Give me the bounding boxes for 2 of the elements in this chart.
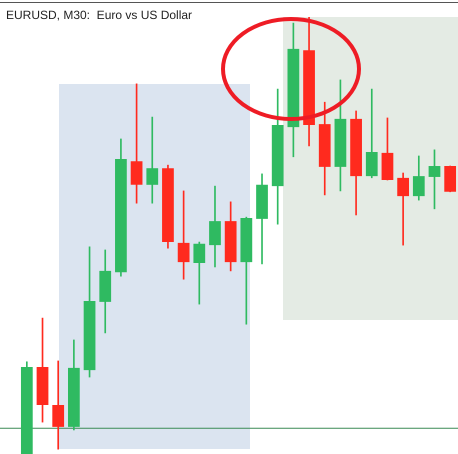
candlestick (428, 150, 440, 210)
chart-title: EURUSD, M30: Euro vs US Dollar (6, 8, 192, 22)
